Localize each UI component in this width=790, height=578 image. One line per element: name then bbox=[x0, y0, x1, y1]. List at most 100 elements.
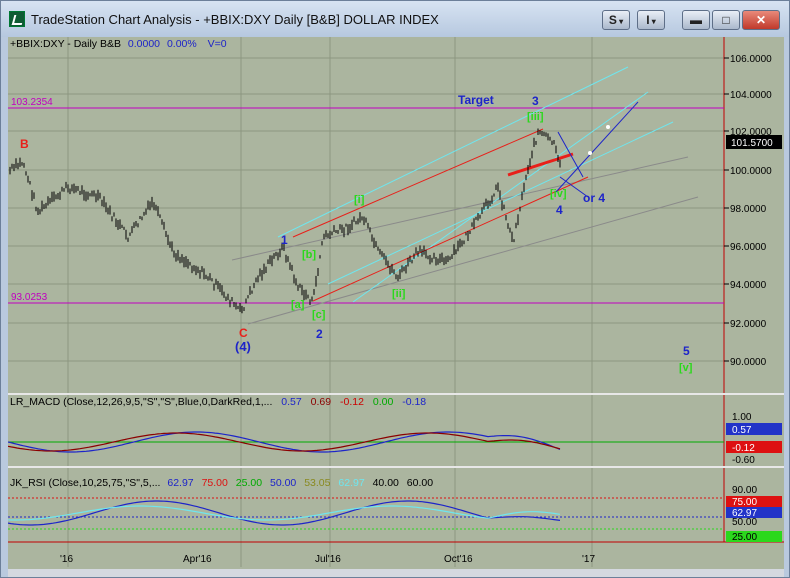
macd-zero: 0.00 bbox=[372, 396, 394, 408]
rsi-level-40: 40.00 bbox=[372, 477, 399, 489]
price-tick: 96.0000 bbox=[730, 242, 767, 253]
title-bar[interactable]: TradeStation Chart Analysis - +BBIX:DXY … bbox=[1, 1, 789, 37]
horizontal-scrollbar[interactable] bbox=[8, 569, 784, 577]
wave-iii-label: [iii] bbox=[527, 111, 544, 123]
rsi-value: 62.97 bbox=[167, 477, 194, 489]
time-tick: Apr'16 bbox=[183, 554, 212, 565]
pane-divider[interactable] bbox=[8, 466, 784, 468]
rsi-lower-badge: 25.00 bbox=[732, 532, 757, 543]
macd-line bbox=[8, 431, 561, 453]
time-tick: Oct'16 bbox=[444, 554, 473, 565]
rsi-tick: 90.00 bbox=[732, 485, 757, 496]
macd-signal-line bbox=[8, 432, 561, 452]
wave-c-label: [c] bbox=[312, 309, 326, 321]
chart-canvas[interactable]: 103.2354 93.0253 bbox=[8, 37, 784, 577]
wave-1-label: 1 bbox=[281, 233, 288, 247]
price-tick: 94.0000 bbox=[730, 280, 767, 291]
support-level-label: 93.0253 bbox=[11, 292, 48, 303]
rsi-ma2: 62.97 bbox=[338, 477, 365, 489]
window-title: TradeStation Chart Analysis - +BBIX:DXY … bbox=[31, 12, 439, 27]
change-pct: 0.00% bbox=[166, 38, 197, 50]
time-tick: '16 bbox=[60, 554, 73, 565]
wave-v-label: [v] bbox=[679, 362, 693, 374]
strategy-menu-label: S bbox=[608, 13, 617, 27]
minimize-button[interactable]: ▬ bbox=[682, 10, 710, 30]
wave-b-label: [b] bbox=[302, 249, 316, 261]
rsi-ma1: 53.05 bbox=[304, 477, 331, 489]
dropdown-arrow-icon: ▾ bbox=[616, 17, 624, 26]
rsi-upper-badge: 75.00 bbox=[732, 497, 757, 508]
change-value: 0.0000 bbox=[127, 38, 161, 50]
symbol-label: +BBIX:DXY - Daily B&B bbox=[10, 38, 121, 50]
macd-value: 0.57 bbox=[281, 396, 302, 408]
macd-tick: 1.00 bbox=[732, 412, 752, 423]
price-tick: 104.0000 bbox=[730, 90, 772, 101]
time-tick: Jul'16 bbox=[315, 554, 341, 565]
wave-B-label: B bbox=[20, 137, 29, 151]
volume-value: V=0 bbox=[207, 38, 227, 50]
chart-area[interactable]: 103.2354 93.0253 bbox=[8, 37, 784, 577]
rsi-mid: 50.00 bbox=[269, 477, 297, 489]
indicator-menu-button[interactable]: I ▾ bbox=[637, 10, 665, 30]
wave-5-label: 5 bbox=[683, 344, 690, 358]
maximize-button[interactable]: □ bbox=[712, 10, 740, 30]
price-tick: 100.0000 bbox=[730, 166, 772, 177]
macd-indicator-name: LR_MACD (Close,12,26,9,5,"S","S",Blue,0,… bbox=[10, 396, 273, 408]
rsi-tick: 50.00 bbox=[732, 517, 757, 528]
or-4-label: or 4 bbox=[583, 191, 605, 205]
price-tick: 102.0000 bbox=[730, 127, 772, 138]
wave-iv-label: [iv] bbox=[550, 188, 567, 200]
macd-legend: LR_MACD (Close,12,26,9,5,"S","S",Blue,0,… bbox=[10, 396, 426, 408]
price-tick: 90.0000 bbox=[730, 357, 767, 368]
time-axis[interactable]: '16 Apr'16 Jul'16 Oct'16 '17 bbox=[60, 554, 595, 565]
price-axis[interactable]: 106.0000 104.0000 102.0000 100.0000 98.0… bbox=[724, 54, 772, 368]
macd-axis[interactable]: 1.00 0.57 -0.12 -0.60 bbox=[726, 412, 782, 466]
target-label: Target bbox=[458, 93, 494, 107]
price-legend: +BBIX:DXY - Daily B&B 0.0000 0.00% V=0 bbox=[10, 38, 227, 50]
maximize-icon: □ bbox=[722, 13, 730, 27]
wave-4-paren-label: (4) bbox=[235, 339, 251, 354]
strategy-menu-button[interactable]: S ▾ bbox=[602, 10, 630, 30]
close-button[interactable]: ✕ bbox=[742, 10, 780, 30]
wave-ii-label: [ii] bbox=[392, 288, 406, 300]
wave-2-label: 2 bbox=[316, 327, 323, 341]
wave-a-label: [a] bbox=[291, 299, 305, 311]
resistance-level-label: 103.2354 bbox=[11, 97, 53, 108]
price-bars[interactable] bbox=[9, 128, 561, 314]
wave-C-label: C bbox=[239, 326, 248, 340]
rsi-average-line bbox=[8, 505, 561, 521]
macd-tick: -0.60 bbox=[732, 455, 755, 466]
rsi-indicator-name: JK_RSI (Close,10,25,75,"S",5,... bbox=[10, 477, 161, 489]
wave-i-label: [i] bbox=[354, 194, 365, 206]
tradestation-app-icon bbox=[9, 11, 25, 27]
pane-divider[interactable] bbox=[8, 393, 784, 395]
price-tick: 92.0000 bbox=[730, 319, 767, 330]
price-tick: 106.0000 bbox=[730, 54, 772, 65]
rsi-legend: JK_RSI (Close,10,25,75,"S",5,... 62.97 7… bbox=[10, 477, 433, 489]
rsi-upper: 75.00 bbox=[201, 477, 228, 489]
rsi-line bbox=[8, 500, 561, 526]
macd-signal-badge: -0.12 bbox=[732, 443, 755, 454]
indicator-menu-label: I bbox=[646, 13, 650, 27]
last-price-value: 101.5700 bbox=[731, 138, 773, 149]
rsi-value-badge: 62.97 bbox=[732, 508, 757, 519]
grid-lines bbox=[8, 37, 724, 567]
macd-extra: -0.18 bbox=[402, 396, 427, 408]
last-price-badge bbox=[726, 135, 782, 149]
macd-value-badge: 0.57 bbox=[732, 425, 752, 436]
macd-hist: -0.12 bbox=[340, 396, 364, 408]
wave-4-label: 4 bbox=[556, 203, 563, 217]
rsi-level-60: 60.00 bbox=[406, 477, 434, 489]
price-tick: 98.0000 bbox=[730, 204, 767, 215]
macd-signal: 0.69 bbox=[310, 396, 332, 408]
wave-3-label: 3 bbox=[532, 94, 539, 108]
macd-lines[interactable] bbox=[8, 431, 724, 453]
dropdown-arrow-icon: ▾ bbox=[649, 17, 656, 26]
rsi-lower: 25.00 bbox=[235, 477, 263, 489]
minimize-icon: ▬ bbox=[690, 13, 702, 27]
rsi-axis[interactable]: 90.00 75.00 62.97 50.00 25.00 bbox=[726, 485, 782, 543]
close-icon: ✕ bbox=[755, 13, 767, 27]
time-tick: '17 bbox=[582, 554, 595, 565]
rsi-lines[interactable] bbox=[8, 497, 724, 530]
